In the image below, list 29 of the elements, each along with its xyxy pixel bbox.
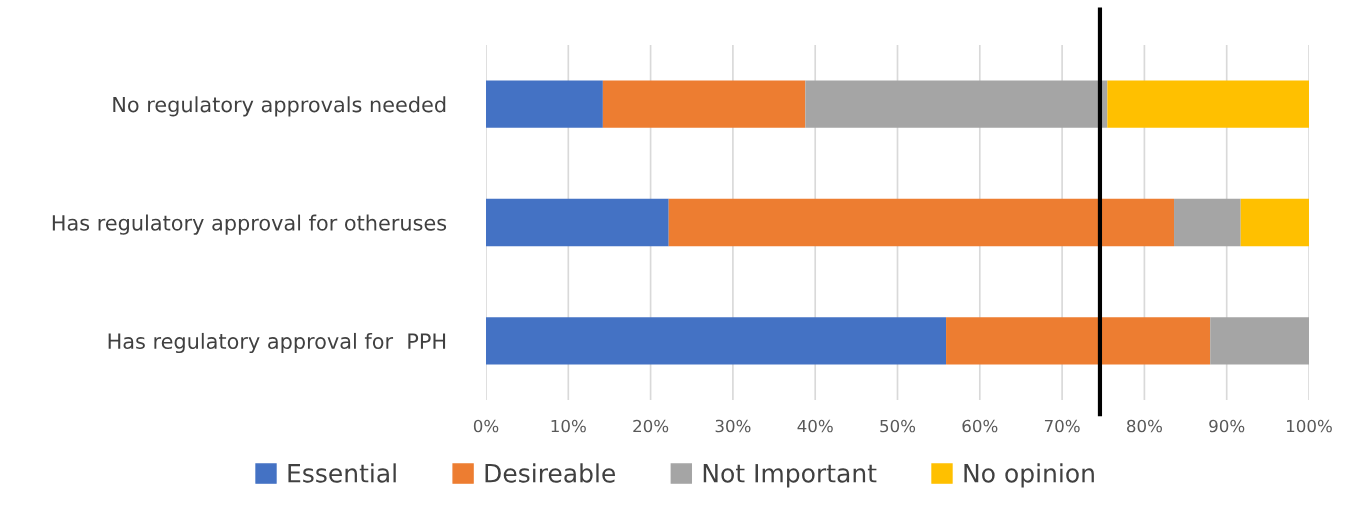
bar bbox=[805, 80, 1108, 128]
bar bbox=[486, 317, 947, 365]
bar bbox=[486, 80, 603, 128]
bar bbox=[946, 317, 1211, 365]
bar bbox=[602, 80, 806, 128]
x-tick-label: 40% bbox=[797, 419, 833, 433]
x-tick-label: 10% bbox=[551, 419, 586, 433]
legend-label: Not Important bbox=[703, 464, 877, 488]
legend-label: Essential bbox=[288, 463, 396, 483]
bar bbox=[1240, 198, 1309, 247]
x-tick-label: 90% bbox=[1209, 419, 1245, 433]
x-tick-label: 20% bbox=[633, 419, 669, 433]
bar bbox=[1107, 80, 1309, 128]
x-tick-label: 100% bbox=[1287, 419, 1332, 433]
x-tick-label: 50% bbox=[880, 419, 916, 433]
legend-label: Desireable bbox=[485, 463, 615, 483]
x-tick-label: 60% bbox=[962, 419, 998, 433]
bar bbox=[486, 198, 669, 247]
y-tick-label: Has regulatory approval for PPH bbox=[108, 332, 446, 354]
x-tick-label: 70% bbox=[1044, 419, 1080, 433]
bar bbox=[1210, 317, 1309, 365]
bar bbox=[668, 198, 1175, 247]
x-tick-label: 0% bbox=[473, 419, 499, 433]
x-tick-label: 80% bbox=[1127, 419, 1162, 433]
y-tick-label: Has regulatory approval for otheruses bbox=[52, 214, 447, 235]
y-tick-label: No regulatory approvals needed bbox=[113, 96, 446, 117]
legend-label: No opinion bbox=[964, 463, 1094, 488]
x-tick-label: 30% bbox=[715, 419, 751, 433]
bar bbox=[1174, 198, 1241, 247]
